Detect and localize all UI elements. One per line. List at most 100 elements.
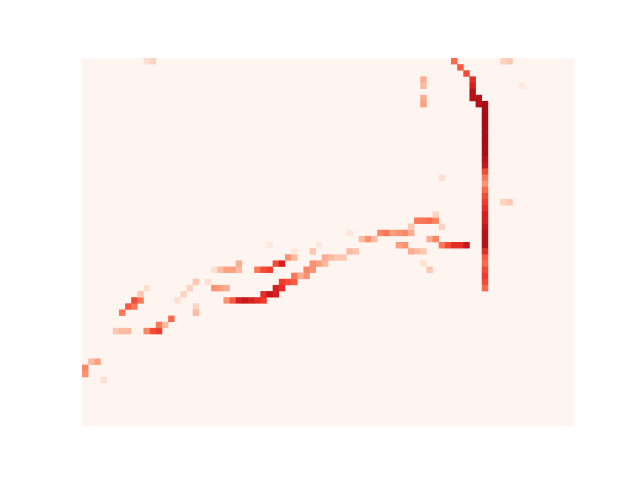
- heatmap-cell: [309, 248, 316, 255]
- heatmap-cell: [481, 211, 489, 218]
- heatmap-cell: [149, 58, 157, 65]
- heatmap-cell: [481, 260, 489, 267]
- heatmap-plot-area: [82, 58, 574, 426]
- heatmap-cell: [481, 113, 489, 120]
- heatmap-cell: [475, 94, 483, 102]
- heatmap-cell: [284, 254, 292, 261]
- heatmap-cell: [321, 254, 329, 261]
- heatmap-cell: [432, 235, 439, 243]
- heatmap-cell: [481, 131, 489, 139]
- heatmap-cell: [481, 100, 489, 108]
- heatmap-cell: [143, 284, 150, 292]
- heatmap-cell: [451, 242, 458, 249]
- heatmap-cell: [481, 229, 489, 237]
- heatmap-cell: [481, 143, 489, 151]
- heatmap-cell: [118, 327, 126, 335]
- heatmap-cell: [168, 315, 175, 323]
- heatmap-cell: [217, 266, 224, 273]
- heatmap-cell: [223, 297, 230, 304]
- heatmap-cell: [481, 107, 489, 114]
- heatmap-cell: [420, 248, 427, 255]
- heatmap-cell: [143, 58, 150, 65]
- heatmap-cell: [235, 260, 243, 267]
- heatmap-cell: [272, 260, 280, 267]
- heatmap-cell: [481, 186, 489, 194]
- heatmap-cell: [266, 242, 273, 249]
- heatmap-cell: [432, 217, 439, 224]
- heatmap-cell: [100, 376, 107, 384]
- heatmap-cell: [420, 100, 427, 108]
- heatmap-cell: [407, 229, 415, 237]
- heatmap-cell: [481, 174, 489, 181]
- heatmap-cell: [426, 266, 433, 273]
- heatmap-cell: [438, 174, 446, 181]
- heatmap-cell: [414, 217, 421, 224]
- heatmap-cell: [352, 248, 360, 255]
- heatmap-cell: [291, 278, 298, 286]
- heatmap-cell: [303, 272, 310, 280]
- heatmap-cell: [371, 235, 378, 243]
- heatmap-cell: [254, 297, 261, 304]
- heatmap-cell: [291, 272, 298, 280]
- heatmap-cell: [463, 242, 470, 249]
- heatmap-cell: [192, 309, 200, 316]
- heatmap-cell: [420, 260, 427, 267]
- heatmap-cell: [500, 58, 507, 65]
- heatmap-cell: [451, 58, 458, 65]
- heatmap-cell: [131, 303, 138, 310]
- heatmap-cell: [315, 242, 323, 249]
- heatmap-cell: [174, 297, 181, 304]
- heatmap-cell: [475, 100, 483, 108]
- heatmap-cell: [481, 217, 489, 224]
- heatmap-cell: [291, 248, 298, 255]
- heatmap-cell: [260, 297, 267, 304]
- heatmap-cell: [155, 327, 163, 335]
- heatmap-cell: [94, 358, 101, 365]
- heatmap-cell: [192, 303, 200, 310]
- heatmap-cell: [229, 266, 237, 273]
- heatmap-cell: [457, 64, 464, 71]
- heatmap-cell: [481, 266, 489, 273]
- heatmap-cell: [420, 76, 427, 83]
- heatmap-cell: [328, 254, 335, 261]
- heatmap-cells: [82, 58, 526, 384]
- heatmap-cell: [481, 192, 489, 200]
- heatmap-cell: [205, 278, 212, 286]
- heatmap-cell: [469, 88, 476, 96]
- heatmap-cell: [229, 297, 237, 304]
- heatmap-cell: [137, 291, 144, 298]
- heatmap-cell: [518, 82, 526, 89]
- heatmap-cell: [481, 205, 489, 212]
- heatmap-cell: [346, 229, 353, 237]
- heatmap-cell: [481, 242, 489, 249]
- heatmap-cell: [395, 229, 403, 237]
- heatmap-cell: [161, 321, 169, 329]
- heatmap-cell: [248, 297, 255, 304]
- heatmap-cell: [82, 364, 89, 372]
- heatmap-cell: [223, 284, 230, 292]
- heatmap-cell: [112, 327, 120, 335]
- heatmap-cell: [266, 291, 273, 298]
- heatmap-cell: [407, 248, 415, 255]
- heatmap-cell: [506, 58, 513, 65]
- heatmap-cell: [407, 223, 415, 231]
- heatmap-cell: [377, 229, 384, 237]
- heatmap-cell: [278, 284, 286, 292]
- heatmap-cell: [457, 242, 464, 249]
- heatmap-cell: [383, 229, 390, 237]
- heatmap-cell: [481, 284, 489, 292]
- heatmap-cell: [82, 370, 89, 378]
- heatmap-cell: [469, 82, 476, 89]
- heatmap-cell: [284, 278, 292, 286]
- heatmap-cell: [291, 254, 298, 261]
- heatmap-cell: [426, 217, 433, 224]
- heatmap-cell: [211, 284, 218, 292]
- heatmap-cell: [321, 260, 329, 267]
- heatmap-cell: [303, 266, 310, 273]
- heatmap-cell: [241, 297, 249, 304]
- heatmap-cell: [309, 260, 316, 267]
- heatmap-cell: [481, 119, 489, 126]
- heatmap-cell: [346, 248, 353, 255]
- heatmap-cell: [297, 272, 304, 280]
- heatmap-cell: [469, 76, 476, 83]
